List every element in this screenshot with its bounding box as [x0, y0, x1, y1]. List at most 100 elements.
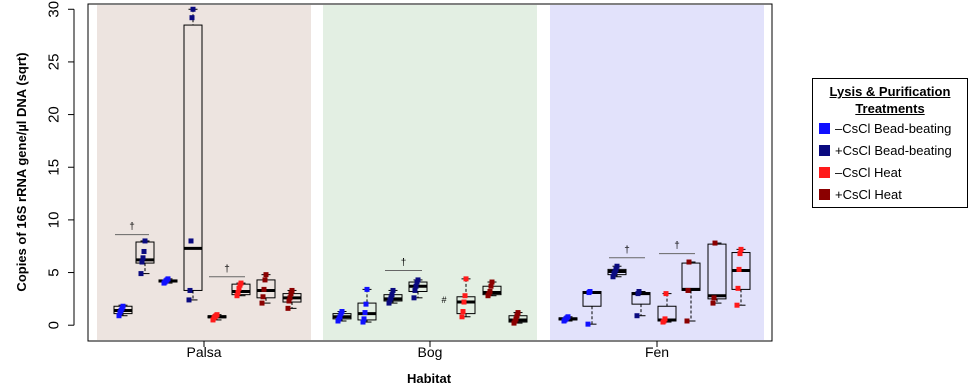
data-point [389, 292, 395, 298]
data-point [360, 319, 366, 325]
plot-content: † † † # † † [113, 6, 751, 327]
data-point [337, 314, 343, 320]
data-point [138, 271, 144, 277]
data-point [364, 286, 370, 292]
box-fen-5 [681, 259, 701, 324]
data-point [361, 316, 367, 322]
legend-swatch [819, 144, 830, 156]
data-point [288, 291, 294, 297]
data-point [286, 298, 292, 304]
x-tick-label: Fen [645, 344, 669, 360]
box-fen-4 [657, 291, 677, 325]
data-point [711, 295, 717, 301]
y-tick-label: 15 [46, 159, 63, 176]
data-point [186, 297, 192, 303]
box-palsa-6 [256, 272, 276, 306]
legend-label: –CsCl Heat [835, 164, 902, 180]
legend-label: +CsCl Heat [835, 186, 902, 202]
legend-title-line1: Lysis & Purification [829, 84, 951, 99]
data-point [362, 310, 368, 316]
data-point [710, 300, 716, 306]
box-palsa-7 [282, 287, 302, 311]
data-point [461, 299, 467, 305]
data-point [412, 287, 418, 293]
box-palsa-1 [135, 238, 155, 277]
data-point [214, 312, 220, 318]
box-bog-2 [383, 287, 403, 306]
significance-marker: † [624, 245, 630, 256]
habitat-background-fen [550, 5, 764, 340]
data-point [236, 285, 242, 291]
legend-item-plus-cscl-heat: +CsCl Heat [813, 183, 967, 205]
data-point [235, 290, 241, 296]
box-palsa-4 [207, 312, 227, 323]
data-point [613, 266, 619, 272]
data-point [386, 300, 392, 306]
data-point [260, 294, 266, 300]
data-point [234, 293, 240, 299]
significance-marker: # [441, 295, 446, 305]
data-point [238, 280, 244, 286]
data-point [735, 285, 741, 291]
habitat-backgrounds [97, 5, 764, 340]
data-point [662, 316, 668, 322]
data-point [139, 259, 145, 265]
habitat-background-palsa [97, 5, 311, 340]
x-tick-label: Bog [418, 344, 443, 360]
data-point [261, 286, 267, 292]
box-fen-0 [558, 314, 578, 324]
y-tick-label: 0 [46, 321, 63, 329]
box-iqr [183, 24, 203, 291]
data-point [610, 274, 616, 280]
data-point [460, 309, 466, 315]
data-point [189, 15, 195, 21]
box-bog-6 [508, 310, 528, 326]
y-axis: 0 5 10 15 20 25 30 [46, 1, 75, 329]
data-point [415, 277, 421, 283]
box-bog-5 [482, 279, 502, 299]
data-point [188, 238, 194, 244]
data-point [565, 314, 571, 320]
legend-item-minus-cscl-heat: –CsCl Heat [813, 161, 967, 183]
x-axis-label: Habitat [407, 371, 452, 386]
legend-item-plus-cscl-bead-beating: +CsCl Bead-beating [813, 139, 967, 161]
x-axis: Palsa Bog Fen [186, 341, 669, 360]
data-point [734, 302, 740, 308]
y-axis-label: Copies of 16S rRNA gene/µl DNA (sqrt) [14, 52, 29, 291]
data-point [339, 309, 345, 315]
data-point [390, 287, 396, 293]
data-point [363, 301, 369, 307]
box-fen-1 [582, 289, 602, 327]
data-point [636, 289, 642, 295]
box-fen-7 [731, 246, 751, 308]
data-point [459, 314, 465, 320]
data-point [736, 266, 742, 272]
significance-marker: † [129, 222, 135, 233]
data-point [663, 291, 669, 297]
legend-label: +CsCl Bead-beating [835, 142, 952, 158]
data-point [463, 276, 469, 282]
legend-item-minus-cscl-bead-beating: –CsCl Bead-beating [813, 117, 967, 139]
significance-marker: † [401, 257, 407, 268]
data-point [413, 283, 419, 289]
data-point [289, 287, 295, 293]
data-point [263, 272, 269, 278]
y-tick-label: 25 [46, 54, 63, 71]
data-point [165, 276, 171, 282]
data-point [411, 295, 417, 301]
legend: Lysis & Purification Treatments –CsCl Be… [812, 78, 968, 208]
data-point [614, 263, 620, 269]
box-fen-3 [631, 289, 651, 319]
legend-swatch [819, 188, 830, 200]
data-point [187, 287, 193, 293]
box-fen-6 [707, 240, 727, 306]
data-point [388, 295, 394, 301]
legend-swatch [819, 122, 830, 134]
x-tick-label: Palsa [186, 344, 221, 360]
data-point [462, 293, 468, 299]
box-palsa-2 [158, 276, 178, 286]
data-point [140, 255, 146, 261]
data-point [738, 246, 744, 252]
legend-title-line2: Treatments [855, 101, 925, 116]
data-point [116, 313, 122, 319]
